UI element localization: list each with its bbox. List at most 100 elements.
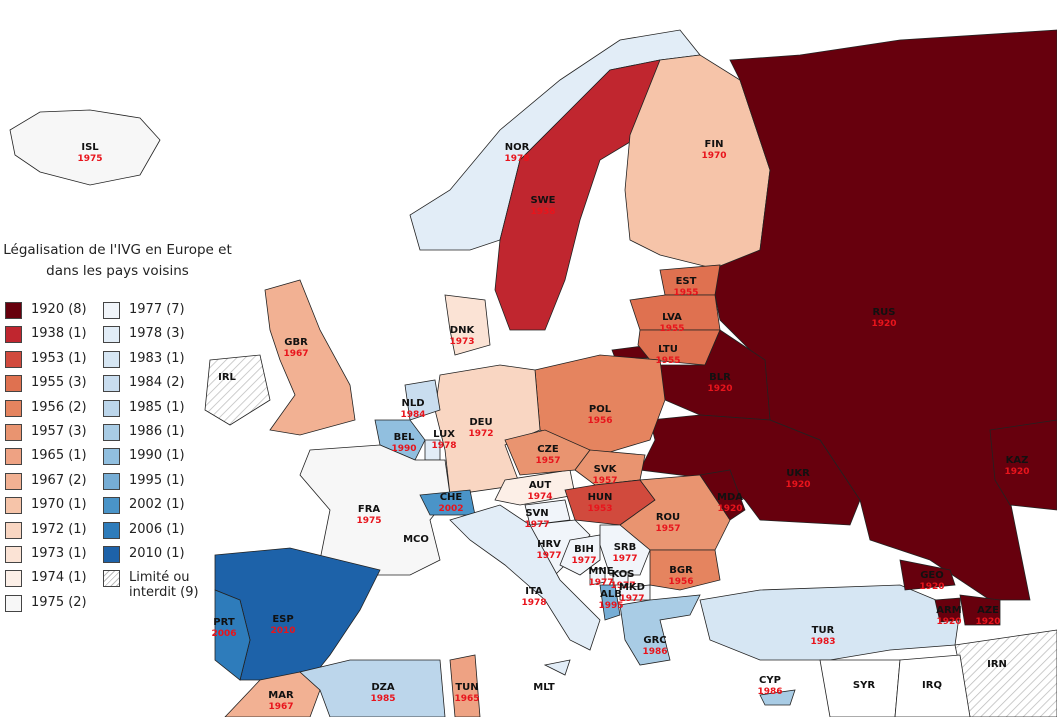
country-shape <box>214 589 251 681</box>
country-code: BLR <box>709 372 731 383</box>
legend-swatch <box>5 546 22 563</box>
legend-swatch <box>5 521 22 539</box>
country-code: HUN <box>588 492 613 503</box>
legend-item: 1977 (7) <box>103 302 185 319</box>
legend-swatch <box>5 570 22 588</box>
legend-label: 1995 (1) <box>129 472 185 488</box>
legend-label: 1953 (1) <box>31 350 87 366</box>
country-code: CYP <box>759 675 781 686</box>
country-code: ARM <box>936 605 961 616</box>
legend-label: 1985 (1) <box>129 399 185 415</box>
country-shape <box>699 584 961 661</box>
country-year: 1977 <box>610 581 635 591</box>
country-code: MKD <box>619 582 645 593</box>
country-code: FRA <box>358 504 381 515</box>
country-code: DEU <box>469 417 492 428</box>
legend-label: 1920 (8) <box>31 302 87 317</box>
country-code: ITA <box>525 586 543 597</box>
country-year: 1938 <box>530 207 555 217</box>
country-shape <box>559 534 601 576</box>
legend-label: 1977 (7) <box>129 302 185 317</box>
legend-swatch <box>5 448 22 466</box>
legend-swatch <box>103 497 120 515</box>
country-code: SVK <box>594 464 618 475</box>
country-year: 1972 <box>468 429 493 439</box>
country-code: TUR <box>812 625 835 636</box>
legend-item: 1967 (2) <box>5 472 87 490</box>
legend-swatch <box>103 350 120 368</box>
country-shape <box>9 109 161 186</box>
country-year: 1985 <box>370 694 395 704</box>
legend-item: 1920 (8) <box>5 302 87 319</box>
country-year: 1956 <box>668 577 693 587</box>
legend-item: 1990 (1) <box>103 448 185 466</box>
legend-label: 1973 (1) <box>31 546 87 561</box>
country-year: 1955 <box>673 288 698 298</box>
legend-swatch <box>103 302 120 319</box>
country-shape <box>894 654 971 717</box>
country-year: 2010 <box>270 626 295 636</box>
country-year: 1955 <box>659 324 684 334</box>
country-year: 1920 <box>707 384 732 394</box>
country-shape <box>637 329 721 366</box>
legend-label: 1957 (3) <box>31 424 87 439</box>
legend-swatch <box>103 570 120 588</box>
country-year: 1955 <box>655 356 680 366</box>
country-code: HRV <box>537 539 561 550</box>
legend-item: 1957 (3) <box>5 424 87 441</box>
legend-item: 1986 (1) <box>103 424 185 441</box>
country-year: 1956 <box>587 416 612 426</box>
country-year: 1974 <box>527 492 552 502</box>
country-shape <box>759 689 796 706</box>
legend-label: 1967 (2) <box>31 472 87 488</box>
country-shape <box>543 659 571 676</box>
legend-swatch <box>103 472 120 490</box>
country-code: ISL <box>81 142 99 153</box>
country-shape <box>204 354 271 426</box>
legend-item: 2002 (1) <box>103 497 185 515</box>
country-shape <box>612 571 629 586</box>
country-year: 1983 <box>810 637 835 647</box>
legend-label: 1965 (1) <box>31 448 87 464</box>
country-code: LUX <box>433 429 455 440</box>
country-shape <box>264 279 356 436</box>
legend-item: 1975 (2) <box>5 594 87 612</box>
country-shape <box>954 629 1057 717</box>
country-year: 1977 <box>571 556 596 566</box>
country-year: 1967 <box>268 702 293 712</box>
country-shape <box>404 379 441 421</box>
legend-item: 1985 (1) <box>103 399 185 417</box>
country-year: 1967 <box>283 349 308 359</box>
country-code: SVN <box>525 508 548 519</box>
legend-label: 2006 (1) <box>129 521 185 537</box>
country-code: DZA <box>371 682 395 693</box>
country-year: 1957 <box>655 524 680 534</box>
country-shape <box>599 524 651 576</box>
country-code: KOS <box>611 569 634 580</box>
country-year: 1978 <box>431 441 456 451</box>
legend-label: 1955 (3) <box>31 375 87 391</box>
country-year: 1920 <box>717 504 742 514</box>
legend-label: 1990 (1) <box>129 448 185 464</box>
legend-item: Limité ou interdit (9) <box>103 570 203 600</box>
legend-item: 1956 (2) <box>5 399 87 417</box>
country-shape <box>374 419 426 461</box>
legend-label: 1978 (3) <box>129 326 185 342</box>
country-shape <box>299 659 446 717</box>
country-shape <box>434 364 541 496</box>
country-code: LVA <box>662 312 682 323</box>
country-code: MLT <box>533 682 555 693</box>
legend-item: 1972 (1) <box>5 521 87 539</box>
country-year: 1977 <box>524 520 549 530</box>
legend-swatch <box>103 326 120 344</box>
country-code: POL <box>589 404 612 415</box>
legend-swatch <box>5 375 22 393</box>
legend-label: 1970 (1) <box>31 497 87 513</box>
country-year: 1920 <box>919 582 944 592</box>
legend-swatch <box>5 399 22 417</box>
country-code: ESP <box>272 614 293 625</box>
country-shape <box>659 329 771 421</box>
country-code: UKR <box>786 468 810 479</box>
legend-title: Légalisation de l'IVG en Europe et dans … <box>3 242 232 279</box>
country-year: 1990 <box>391 444 416 454</box>
